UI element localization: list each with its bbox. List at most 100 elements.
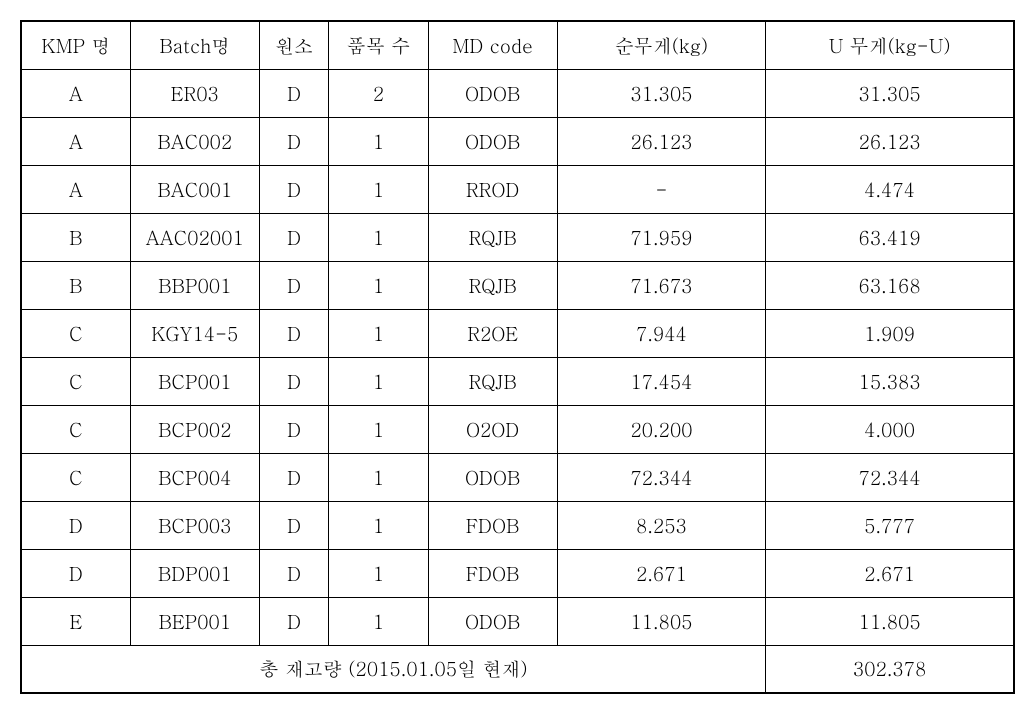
cell-netweight: 71.959 bbox=[557, 213, 766, 261]
cell-netweight: 17.454 bbox=[557, 357, 766, 405]
cell-element: D bbox=[259, 405, 329, 453]
cell-batch: BAC002 bbox=[130, 117, 259, 165]
header-mdcode: MD code bbox=[428, 21, 557, 69]
cell-mdcode: R2OE bbox=[428, 309, 557, 357]
inventory-table: KMP 명 Batch명 원소 품목 수 MD code 순무게(kg) U 무… bbox=[20, 20, 1015, 694]
cell-batch: ER03 bbox=[130, 69, 259, 117]
cell-uweight: 63.168 bbox=[766, 261, 1014, 309]
cell-kmp: B bbox=[21, 261, 130, 309]
header-count: 품목 수 bbox=[329, 21, 428, 69]
cell-kmp: A bbox=[21, 165, 130, 213]
cell-kmp: D bbox=[21, 501, 130, 549]
cell-netweight: 71.673 bbox=[557, 261, 766, 309]
cell-netweight: 2.671 bbox=[557, 549, 766, 597]
cell-netweight: 72.344 bbox=[557, 453, 766, 501]
cell-batch: BDP001 bbox=[130, 549, 259, 597]
cell-batch: BAC001 bbox=[130, 165, 259, 213]
cell-kmp: E bbox=[21, 597, 130, 645]
cell-mdcode: ODOB bbox=[428, 69, 557, 117]
cell-element: D bbox=[259, 309, 329, 357]
cell-element: D bbox=[259, 549, 329, 597]
header-element: 원소 bbox=[259, 21, 329, 69]
cell-kmp: C bbox=[21, 453, 130, 501]
cell-uweight: 31.305 bbox=[766, 69, 1014, 117]
cell-mdcode: ODOB bbox=[428, 453, 557, 501]
cell-batch: BBP001 bbox=[130, 261, 259, 309]
cell-kmp: A bbox=[21, 69, 130, 117]
cell-element: D bbox=[259, 261, 329, 309]
cell-mdcode: FDOB bbox=[428, 501, 557, 549]
table-row: C BCP001 D 1 RQJB 17.454 15.383 bbox=[21, 357, 1014, 405]
cell-kmp: D bbox=[21, 549, 130, 597]
table-row: D BCP003 D 1 FDOB 8.253 5.777 bbox=[21, 501, 1014, 549]
table-row: B AAC02001 D 1 RQJB 71.959 63.419 bbox=[21, 213, 1014, 261]
cell-kmp: A bbox=[21, 117, 130, 165]
cell-kmp: B bbox=[21, 213, 130, 261]
cell-element: D bbox=[259, 357, 329, 405]
table-row: B BBP001 D 1 RQJB 71.673 63.168 bbox=[21, 261, 1014, 309]
cell-batch: BCP002 bbox=[130, 405, 259, 453]
cell-count: 2 bbox=[329, 69, 428, 117]
table-row: A BAC002 D 1 ODOB 26.123 26.123 bbox=[21, 117, 1014, 165]
cell-uweight: 15.383 bbox=[766, 357, 1014, 405]
cell-uweight: 4.474 bbox=[766, 165, 1014, 213]
cell-element: D bbox=[259, 69, 329, 117]
cell-netweight: 7.944 bbox=[557, 309, 766, 357]
cell-count: 1 bbox=[329, 597, 428, 645]
table-body: A ER03 D 2 ODOB 31.305 31.305 A BAC002 D… bbox=[21, 69, 1014, 693]
summary-label: 총 재고량 (2015.01.05일 현재) bbox=[21, 645, 766, 693]
table-row: A BAC001 D 1 RROD - 4.474 bbox=[21, 165, 1014, 213]
cell-count: 1 bbox=[329, 501, 428, 549]
cell-mdcode: FDOB bbox=[428, 549, 557, 597]
cell-netweight: 31.305 bbox=[557, 69, 766, 117]
cell-netweight: 20.200 bbox=[557, 405, 766, 453]
cell-mdcode: RQJB bbox=[428, 261, 557, 309]
cell-element: D bbox=[259, 213, 329, 261]
cell-uweight: 1.909 bbox=[766, 309, 1014, 357]
table-row: C BCP002 D 1 O2OD 20.200 4.000 bbox=[21, 405, 1014, 453]
inventory-table-container: KMP 명 Batch명 원소 품목 수 MD code 순무게(kg) U 무… bbox=[20, 20, 1015, 694]
table-header: KMP 명 Batch명 원소 품목 수 MD code 순무게(kg) U 무… bbox=[21, 21, 1014, 69]
cell-uweight: 2.671 bbox=[766, 549, 1014, 597]
summary-value: 302.378 bbox=[766, 645, 1014, 693]
cell-batch: KGY14-5 bbox=[130, 309, 259, 357]
cell-mdcode: ODOB bbox=[428, 117, 557, 165]
cell-element: D bbox=[259, 117, 329, 165]
cell-batch: BEP001 bbox=[130, 597, 259, 645]
cell-netweight: 26.123 bbox=[557, 117, 766, 165]
cell-element: D bbox=[259, 165, 329, 213]
cell-count: 1 bbox=[329, 549, 428, 597]
header-batch: Batch명 bbox=[130, 21, 259, 69]
cell-uweight: 5.777 bbox=[766, 501, 1014, 549]
cell-batch: BCP003 bbox=[130, 501, 259, 549]
table-row: C KGY14-5 D 1 R2OE 7.944 1.909 bbox=[21, 309, 1014, 357]
cell-element: D bbox=[259, 453, 329, 501]
cell-kmp: C bbox=[21, 405, 130, 453]
cell-count: 1 bbox=[329, 165, 428, 213]
table-row: D BDP001 D 1 FDOB 2.671 2.671 bbox=[21, 549, 1014, 597]
cell-netweight: - bbox=[557, 165, 766, 213]
cell-mdcode: RQJB bbox=[428, 357, 557, 405]
cell-uweight: 63.419 bbox=[766, 213, 1014, 261]
cell-uweight: 11.805 bbox=[766, 597, 1014, 645]
table-row: E BEP001 D 1 ODOB 11.805 11.805 bbox=[21, 597, 1014, 645]
cell-kmp: C bbox=[21, 309, 130, 357]
cell-batch: BCP001 bbox=[130, 357, 259, 405]
cell-netweight: 8.253 bbox=[557, 501, 766, 549]
cell-netweight: 11.805 bbox=[557, 597, 766, 645]
cell-mdcode: ODOB bbox=[428, 597, 557, 645]
table-row: A ER03 D 2 ODOB 31.305 31.305 bbox=[21, 69, 1014, 117]
header-uweight: U 무게(kg-U) bbox=[766, 21, 1014, 69]
cell-count: 1 bbox=[329, 357, 428, 405]
cell-element: D bbox=[259, 597, 329, 645]
cell-uweight: 4.000 bbox=[766, 405, 1014, 453]
cell-batch: BCP004 bbox=[130, 453, 259, 501]
cell-count: 1 bbox=[329, 213, 428, 261]
header-netweight: 순무게(kg) bbox=[557, 21, 766, 69]
cell-count: 1 bbox=[329, 309, 428, 357]
cell-count: 1 bbox=[329, 405, 428, 453]
header-row: KMP 명 Batch명 원소 품목 수 MD code 순무게(kg) U 무… bbox=[21, 21, 1014, 69]
cell-count: 1 bbox=[329, 261, 428, 309]
cell-batch: AAC02001 bbox=[130, 213, 259, 261]
cell-kmp: C bbox=[21, 357, 130, 405]
